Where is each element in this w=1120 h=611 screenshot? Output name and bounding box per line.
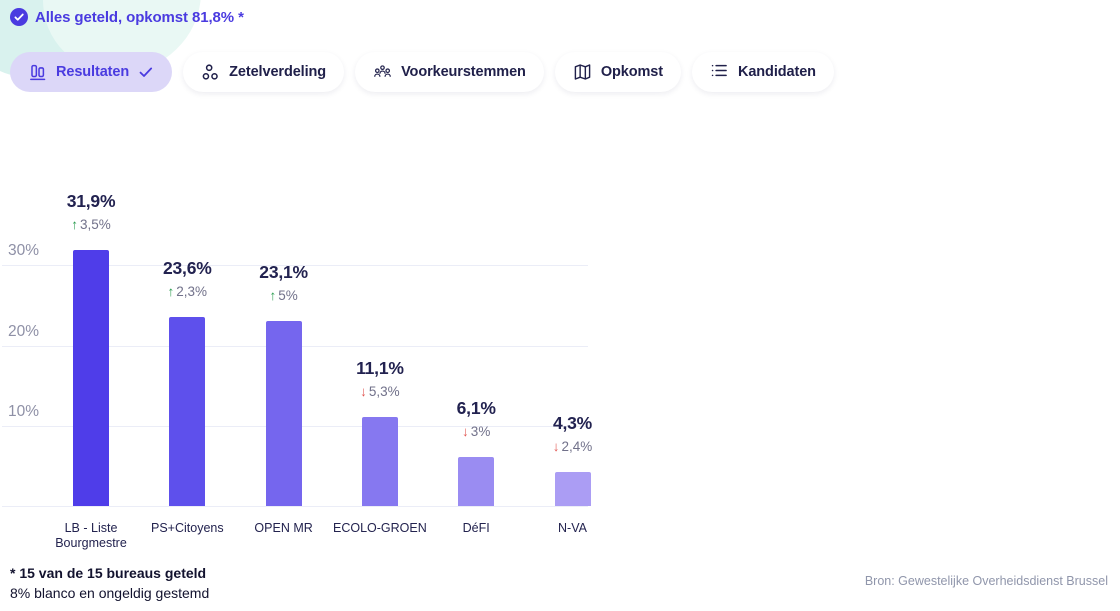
bar-chart-icon bbox=[28, 63, 47, 82]
tab-kandidaten[interactable]: Kandidaten bbox=[691, 52, 834, 92]
people-group-icon bbox=[373, 63, 392, 82]
tab-label: Voorkeurstemmen bbox=[401, 64, 526, 80]
tab-resultaten[interactable]: Resultaten bbox=[10, 52, 173, 92]
change-value: 2,4% bbox=[561, 438, 593, 454]
category-label: N-VA bbox=[558, 521, 587, 535]
bar-change-label: ↓ 2,4% bbox=[553, 439, 593, 454]
change-value: 5% bbox=[278, 287, 298, 303]
result-bar[interactable] bbox=[73, 250, 109, 506]
tab-label: Opkomst bbox=[600, 64, 663, 80]
change-value: 3% bbox=[470, 424, 491, 440]
category-label: PS+Citoyens bbox=[150, 521, 224, 535]
category-label: DéFI bbox=[462, 521, 490, 535]
bar-value-label: 23,1% bbox=[259, 261, 308, 282]
tab-label: Zetelverdeling bbox=[229, 64, 327, 80]
footnote: * 15 van de 15 bureaus geteld 8% blanco … bbox=[10, 563, 209, 603]
bar-value-label: 23,6% bbox=[162, 257, 212, 278]
category-label: ECOLO-GROEN bbox=[333, 521, 427, 535]
bar-value-label: 6,1% bbox=[456, 398, 496, 419]
footnote-bureaus: * 15 van de 15 bureaus geteld bbox=[10, 565, 207, 581]
tab-bar: Resultaten Zetelverdeling bbox=[10, 52, 834, 92]
status-bar: Alles geteld, opkomst 81,8% * bbox=[10, 8, 244, 26]
bar-change-label: ↓ 3% bbox=[462, 424, 490, 439]
gridline bbox=[2, 265, 588, 267]
bar-change-label: ↑ 3,5% bbox=[71, 217, 111, 232]
result-bar[interactable] bbox=[169, 316, 206, 506]
check-circle-icon bbox=[10, 8, 28, 26]
source-attribution: Bron: Gewestelijke Overheidsdienst Bruss… bbox=[864, 574, 1108, 588]
result-bar[interactable] bbox=[361, 416, 398, 506]
y-axis-tick-label: 30% bbox=[8, 242, 40, 260]
bar-value-label: 4,3% bbox=[552, 412, 593, 433]
status-text: Alles geteld, opkomst 81,8% * bbox=[35, 8, 244, 26]
tab-label: Resultaten bbox=[56, 64, 130, 80]
result-bar[interactable] bbox=[458, 457, 495, 506]
tab-opkomst[interactable]: Opkomst bbox=[554, 52, 681, 92]
arrow-up-icon: ↑ bbox=[167, 283, 175, 299]
change-value: 3,5% bbox=[79, 217, 111, 233]
bar-value-label: 31,9% bbox=[66, 191, 116, 212]
y-axis-tick-label: 20% bbox=[8, 322, 40, 340]
change-value: 2,3% bbox=[176, 283, 208, 299]
category-label: LB - Liste Bourgmestre bbox=[55, 521, 127, 550]
tab-label: Kandidaten bbox=[737, 64, 816, 80]
arrow-down-icon: ↓ bbox=[360, 383, 367, 399]
bar-change-label: ↓ 5,3% bbox=[360, 384, 400, 399]
arrow-up-icon: ↑ bbox=[71, 217, 78, 233]
tab-voorkeurstemmen[interactable]: Voorkeurstemmen bbox=[355, 52, 544, 92]
arrow-down-icon: ↓ bbox=[462, 424, 469, 440]
arrow-down-icon: ↓ bbox=[552, 438, 560, 454]
list-icon bbox=[710, 63, 729, 82]
tab-zetelverdeling[interactable]: Zetelverdeling bbox=[183, 52, 345, 92]
result-bar[interactable] bbox=[265, 320, 302, 506]
category-label: OPEN MR bbox=[254, 521, 313, 535]
seat-distribution-icon bbox=[201, 63, 220, 82]
result-bar[interactable] bbox=[554, 471, 591, 506]
map-icon bbox=[573, 63, 592, 82]
footnote-blanco: 8% blanco en ongeldig gestemd bbox=[10, 585, 210, 601]
bar-change-label: ↑ 5% bbox=[269, 288, 297, 303]
results-bar-chart: 30% 20% 10% 31,9% ↑ 3,5% LB - Liste Bourgmestr… bbox=[0, 180, 600, 552]
bar-change-label: ↑ 2,3% bbox=[168, 284, 208, 299]
change-value: 5,3% bbox=[368, 383, 400, 399]
bar-value-label: 11,1% bbox=[356, 357, 404, 378]
checkmark-icon bbox=[138, 64, 154, 80]
arrow-up-icon: ↑ bbox=[269, 287, 277, 303]
y-axis-tick-label: 10% bbox=[8, 402, 40, 420]
x-axis-baseline bbox=[2, 506, 588, 507]
